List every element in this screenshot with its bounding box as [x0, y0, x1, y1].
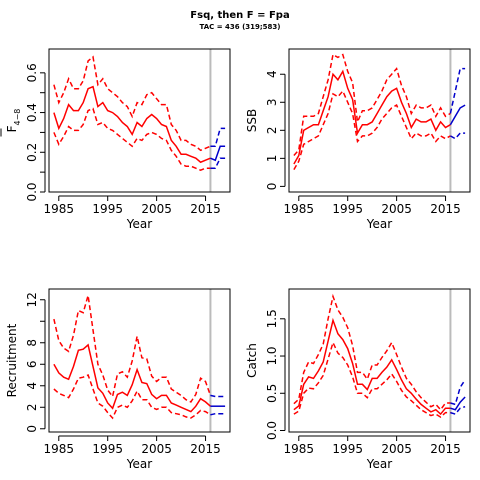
- fbar-x-tick-label: 2005: [141, 202, 172, 216]
- recruitment-estimate-line: [53, 343, 211, 413]
- ssb-y-tick-label: 2: [265, 126, 279, 134]
- catch-y-axis-label: Catch: [245, 343, 259, 378]
- catch-y-tick-label: 1.0: [265, 346, 279, 365]
- fbar-projection-upper-line: [210, 127, 226, 148]
- ssb-x-tick-label: 1985: [284, 202, 315, 216]
- catch-upper-line: [293, 293, 451, 411]
- recruitment-y-tick-label: 2: [25, 403, 39, 411]
- fbar-projection-estimate-line: [210, 145, 226, 162]
- panel-recruitment: 1985 1995 2005 2015 Year 0 2 4 6 8 12 Recruitment: [5, 288, 231, 471]
- recruitment-x-tick-label: 2005: [141, 442, 172, 456]
- recruitment-y-tick-label: 0: [25, 425, 39, 433]
- ssb-plot-frame: [288, 48, 471, 193]
- chart-subtitle: TAC = 436 (319;583): [199, 23, 281, 31]
- recruitment-x-tick-label: 1985: [44, 442, 75, 456]
- chart-title: Fsq, then F = Fpa: [190, 10, 290, 21]
- ssb-projection-upper-line: [449, 67, 466, 114]
- recruitment-y-tick-label: 8: [25, 339, 39, 347]
- catch-estimate-line: [293, 317, 451, 416]
- panel-catch: 1985 1995 2005 2015 Year 0.0 0.5 1.0 1.5 Catch: [245, 288, 471, 471]
- catch-y-tick-label: 0.5: [265, 384, 279, 403]
- ssb-y-tick-label: 4: [265, 70, 279, 78]
- fbar-x-axis-label: Year: [126, 217, 152, 231]
- catch-projection-upper-line: [450, 379, 466, 406]
- catch-x-axis-label: Year: [366, 457, 392, 471]
- recruitment-x-tick-label: 1995: [92, 442, 123, 456]
- fbar-y-tick-label: 0.6: [25, 63, 39, 82]
- catch-y-tick-label: 0.0: [265, 421, 279, 440]
- fbar-x-tick-label: 2015: [190, 202, 221, 216]
- ssb-y-tick-label: 0: [265, 183, 279, 191]
- fbar-plot-frame: [48, 48, 231, 193]
- ssb-y-axis-label: SSB: [245, 109, 259, 132]
- ssb-y-tick-label: 1: [265, 155, 279, 163]
- recruitment-plot-frame: [48, 288, 231, 433]
- catch-x-tick-label: 1995: [332, 442, 363, 456]
- ssb-projection-estimate-line: [449, 104, 466, 126]
- recruitment-projection-lower-line: [210, 412, 226, 416]
- fbar-y-tick-label: 0.2: [25, 143, 39, 162]
- panel-fbar: 1985 1995 2005 2015 Year 0.0 0.2 0.4 0.6 F4−8: [0, 48, 231, 231]
- ssb-x-axis-label: Year: [366, 217, 392, 231]
- fbar-projection-lower-line: [210, 157, 226, 169]
- catch-projection-lower-line: [450, 405, 466, 415]
- ssb-x-tick-label: 2015: [430, 202, 461, 216]
- catch-x-tick-label: 2015: [430, 442, 461, 456]
- fbar-estimate-line: [53, 85, 211, 164]
- ssb-lower-line: [293, 89, 451, 170]
- fbar-y-axis-label: F4−8: [5, 109, 22, 133]
- panel-ssb: 1985 1995 2005 2015 Year 0 1 2 3 4 SSB: [245, 48, 471, 231]
- recruitment-y-axis-label: Recruitment: [5, 323, 19, 397]
- recruitment-x-axis-label: Year: [126, 457, 152, 471]
- fbar-x-tick-label: 1985: [44, 202, 75, 216]
- catch-projection-estimate-line: [450, 396, 466, 411]
- ssb-projection-lower-line: [450, 132, 466, 140]
- recruitment-upper-line: [53, 295, 212, 403]
- fbar-x-tick-label: 1995: [92, 202, 123, 216]
- recruitment-y-tick-label: 12: [25, 292, 39, 307]
- catch-x-tick-label: 2005: [381, 442, 412, 456]
- ssb-x-tick-label: 1995: [332, 202, 363, 216]
- recruitment-y-tick-label: 4: [25, 382, 39, 390]
- catch-x-tick-label: 1985: [284, 442, 315, 456]
- catch-plot-frame: [288, 288, 471, 433]
- fbar-lower-line: [53, 107, 211, 172]
- fbar-y-axis-label-subscript: 4−8: [13, 109, 22, 126]
- fbar-y-tick-label: 0.4: [25, 103, 39, 122]
- ssb-x-tick-label: 2005: [381, 202, 412, 216]
- ssb-upper-line: [293, 53, 451, 156]
- recruitment-projection-upper-line: [210, 394, 226, 398]
- recruitment-y-tick-label: 6: [25, 360, 39, 368]
- fbar-y-tick-label: 0.0: [25, 182, 39, 201]
- catch-y-tick-label: 1.5: [265, 309, 279, 328]
- ssb-y-tick-label: 3: [265, 98, 279, 106]
- ssb-estimate-line: [293, 69, 451, 165]
- recruitment-x-tick-label: 2015: [190, 442, 221, 456]
- catch-lower-line: [293, 340, 451, 419]
- recruitment-lower-line: [53, 373, 211, 420]
- fbar-upper-line: [53, 55, 211, 152]
